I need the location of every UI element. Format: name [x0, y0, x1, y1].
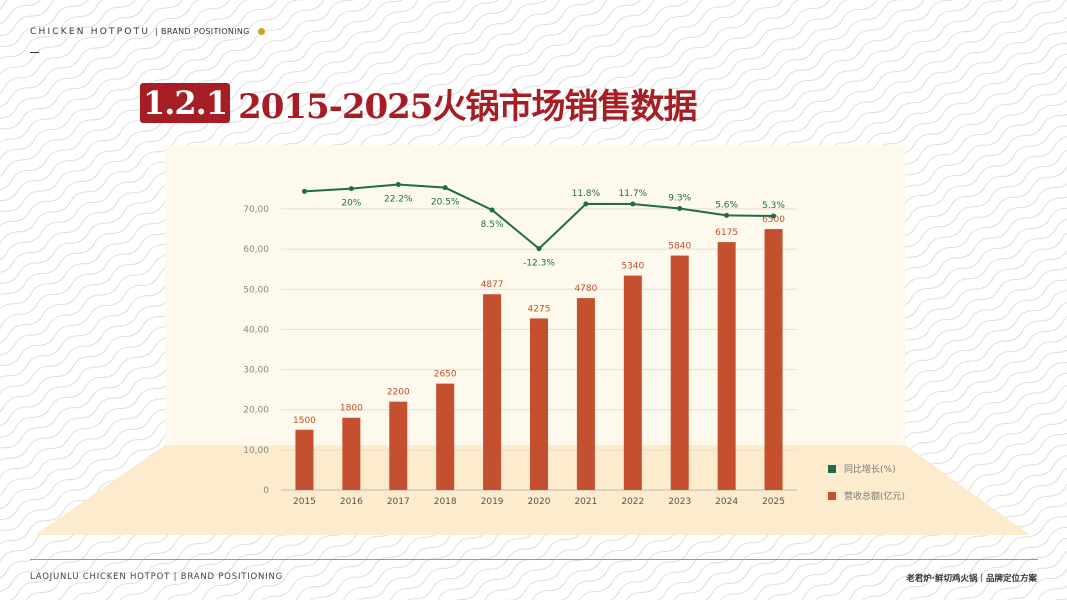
footer-divider	[30, 559, 1038, 560]
legend-swatch	[828, 464, 836, 473]
line-data-label: 9.3%	[668, 194, 691, 204]
line-data-label: 11.7%	[619, 189, 648, 199]
line-point	[724, 212, 730, 218]
bar-data-label: 5840	[668, 242, 691, 252]
line-point	[442, 185, 448, 191]
legend-label: 营收总额(亿元)	[844, 492, 906, 502]
section-number: 1.2.1	[140, 83, 231, 123]
line-data-label: 20%	[341, 199, 361, 209]
line-data-label: 8.5%	[481, 220, 504, 230]
title-text: 2015-2025火锅市场销售数据	[238, 86, 697, 127]
page-title: 1.2.1 2015-2025火锅市场销售数据	[140, 80, 697, 127]
line-point	[536, 246, 542, 252]
bar	[389, 401, 408, 490]
bar-data-label: 4275	[528, 304, 551, 314]
line-data-label: 22.2%	[384, 195, 413, 205]
bar	[623, 275, 642, 490]
x-tick-label: 2015	[293, 497, 316, 507]
line-data-label: 5.3%	[762, 201, 785, 211]
bar	[670, 255, 689, 490]
x-tick-label: 2021	[574, 497, 597, 507]
x-tick-label: 2022	[621, 497, 644, 507]
y-tick-label: 0	[263, 486, 269, 496]
x-tick-label: 2019	[481, 497, 504, 507]
x-tick-label: 2018	[434, 497, 457, 507]
line-point	[348, 186, 354, 192]
line-point	[677, 206, 683, 212]
y-tick-label: 30,00	[243, 366, 269, 376]
y-tick-label: 70,00	[243, 205, 269, 215]
x-tick-label: 2025	[762, 497, 785, 507]
bar	[717, 242, 736, 490]
bar	[483, 294, 502, 490]
y-tick-label: 50,00	[243, 285, 269, 295]
line-point	[771, 213, 777, 219]
bar	[295, 429, 314, 490]
line-point	[395, 182, 401, 188]
badge-icon	[257, 28, 265, 35]
bar-data-label: 4780	[574, 284, 597, 294]
bar	[576, 298, 595, 490]
x-tick-label: 2016	[340, 497, 363, 507]
line-point	[489, 207, 495, 213]
line-point	[630, 201, 636, 207]
bar-data-label: 1800	[340, 404, 363, 414]
bar-data-label: 4877	[481, 280, 504, 290]
y-tick-label: 10,00	[243, 446, 269, 456]
line-data-label: -12.3%	[523, 259, 555, 269]
growth-line	[304, 183, 774, 251]
header: CHICKEN HOTPOTU | BRAND POSITIONING	[30, 27, 265, 37]
bar-data-label: 5340	[621, 262, 644, 272]
line-point	[583, 201, 589, 207]
divider	[30, 52, 39, 53]
y-tick-label: 40,00	[243, 325, 269, 335]
bar	[436, 383, 455, 490]
x-tick-label: 2024	[715, 497, 738, 507]
x-tick-label: 2023	[668, 497, 691, 507]
bar-data-label: 6175	[715, 228, 738, 238]
legend-item-revenue: 营收总额(亿元)	[828, 489, 905, 502]
bar	[530, 318, 548, 490]
header-brand: CHICKEN HOTPOTU	[30, 27, 151, 37]
y-tick-label: 20,00	[243, 406, 269, 416]
legend: 同比增长(%) 营收总额(亿元)	[828, 462, 905, 516]
x-tick-label: 2017	[387, 497, 410, 507]
legend-label: 同比增长(%)	[844, 465, 896, 475]
footer-right: 老君炉·鲜切鸡火锅｜品牌定位方案	[906, 574, 1037, 584]
line-data-label: 5.6%	[715, 200, 738, 210]
bar-data-label: 2650	[434, 370, 457, 380]
legend-item-growth: 同比增长(%)	[828, 462, 905, 475]
bar	[342, 417, 361, 490]
line-point	[301, 188, 307, 194]
header-section: | BRAND POSITIONING	[155, 27, 250, 36]
line-data-label: 11.8%	[572, 189, 601, 199]
line-data-label: 20.5%	[431, 198, 460, 208]
legend-swatch	[828, 491, 836, 500]
bar-data-label: 1500	[293, 416, 316, 426]
bar-data-label: 6500	[762, 215, 785, 225]
footer-left: LAOJUNLU CHICKEN HOTPOT | BRAND POSITION…	[30, 572, 284, 582]
bar-data-label: 2200	[387, 388, 410, 398]
x-tick-label: 2020	[528, 497, 551, 507]
bar	[764, 229, 783, 491]
y-tick-label: 60,00	[243, 245, 269, 255]
